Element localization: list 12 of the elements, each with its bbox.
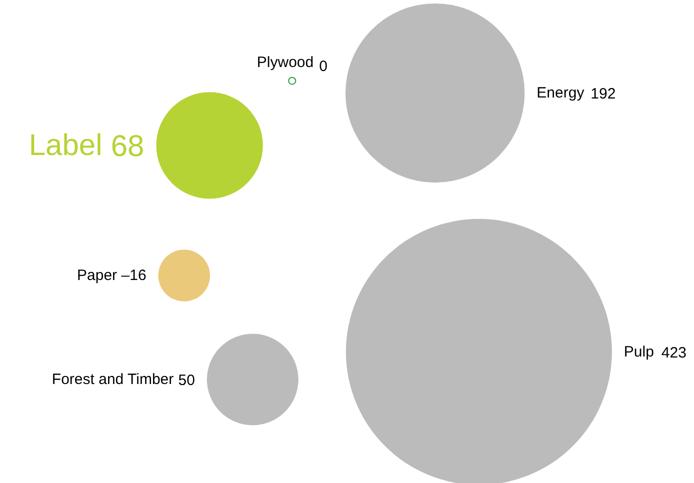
category-label: Pulp	[624, 343, 654, 360]
data-label: 192	[590, 86, 616, 103]
data-label: 68	[110, 130, 144, 163]
category-label: Label	[28, 128, 102, 162]
category-label: Paper	[77, 267, 118, 284]
category-label: Energy	[536, 84, 585, 102]
data-label: 0	[319, 58, 328, 75]
data-label: 50	[178, 372, 195, 390]
data-label: 423	[661, 344, 686, 362]
category-label: Forest and Timber	[52, 371, 174, 388]
data-label: –16	[121, 267, 146, 284]
category-label: Plywood	[256, 54, 314, 71]
